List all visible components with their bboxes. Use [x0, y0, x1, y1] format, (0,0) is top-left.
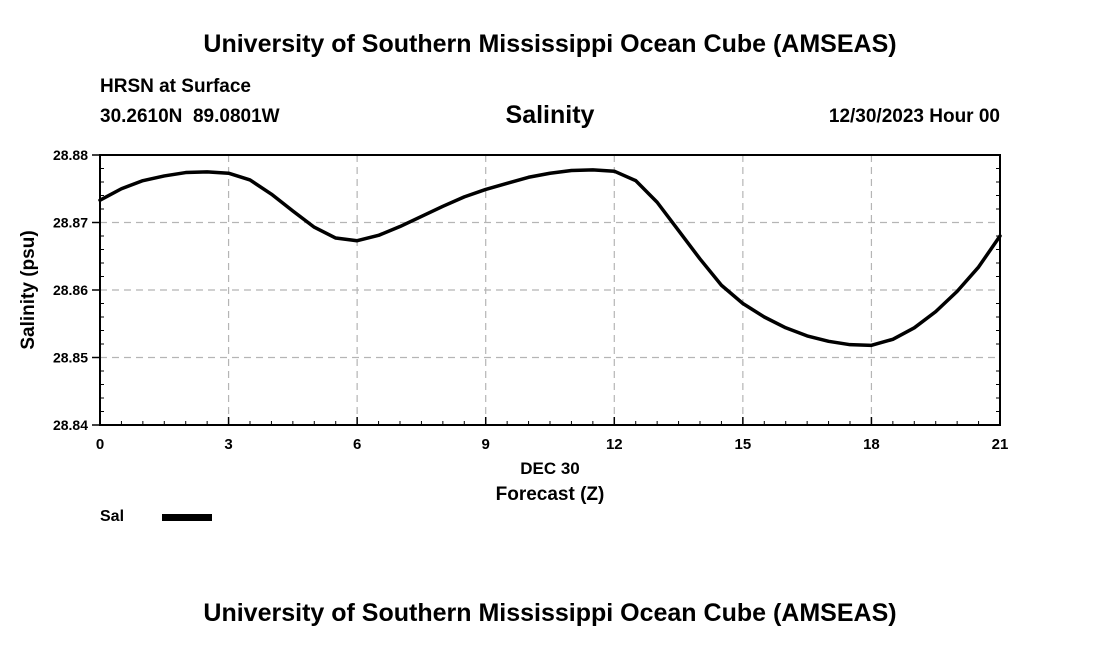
x-tick-label: 21	[992, 436, 1009, 453]
x-tick-label: 0	[96, 436, 104, 453]
x-tick-label: 3	[224, 436, 232, 453]
forecast-datetime: 12/30/2023 Hour 00	[828, 106, 1000, 127]
legend: Sal	[100, 508, 212, 526]
x-tick-label: 9	[482, 436, 490, 453]
series-points	[99, 168, 1002, 347]
y-tick-label: 28.87	[53, 215, 88, 231]
y-tick-label: 28.85	[53, 350, 88, 366]
x-tick-label: 18	[863, 436, 880, 453]
y-tick-labels: 28.84 28.85 28.86 28.87 28.88	[53, 147, 88, 433]
x-tick-label: 15	[735, 436, 752, 453]
salinity-series-line	[98, 168, 1002, 348]
legend-swatch	[162, 513, 212, 521]
x-axis-sublabel: DEC 30	[520, 459, 580, 478]
chart-title: Salinity	[505, 101, 595, 129]
y-tick-label: 28.86	[53, 282, 88, 298]
x-tick-label: 12	[606, 436, 623, 453]
x-tick-labels: 0 3 6 9 12 15 18 21	[96, 436, 1009, 453]
legend-label: Sal	[100, 508, 125, 525]
y-axis-label: Salinity (psu)	[18, 230, 39, 349]
x-axis-label: Forecast (Z)	[496, 484, 605, 505]
page-title: University of Southern Mississippi Ocean…	[203, 30, 897, 58]
x-tick-label: 6	[353, 436, 361, 453]
coordinates-label: 30.2610N 89.0801W	[100, 106, 280, 127]
footer-title: University of Southern Mississippi Ocean…	[203, 599, 897, 627]
station-label: HRSN at Surface	[100, 76, 251, 97]
plot-frame	[99, 154, 1001, 426]
y-tick-label: 28.84	[53, 417, 88, 433]
y-tick-label: 28.88	[53, 147, 88, 163]
grid	[100, 154, 1000, 426]
